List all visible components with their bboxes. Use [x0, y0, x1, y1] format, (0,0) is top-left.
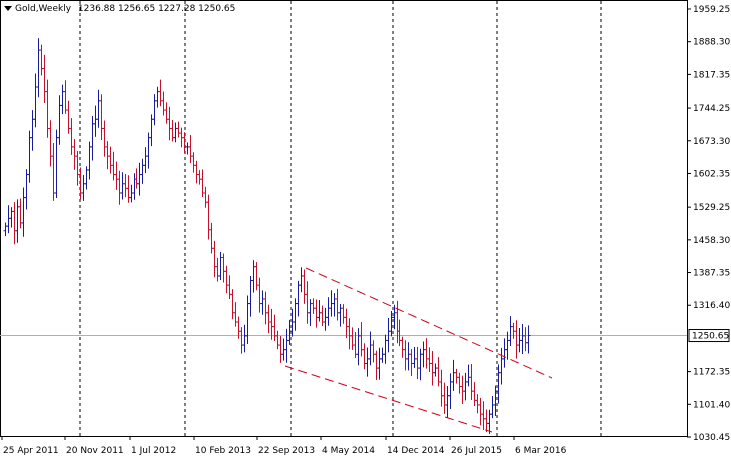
price-tick-label: 1101.40: [693, 400, 730, 410]
symbol-timeframe: Gold,Weekly: [15, 4, 72, 14]
time-tick-label: 1 Jul 2012: [131, 446, 176, 456]
ohlc-bar: [526, 325, 531, 354]
price-tick-label: 1172.35: [693, 368, 730, 378]
price-tick-label: 1888.30: [693, 38, 730, 48]
price-tick-label: 1529.25: [693, 203, 730, 213]
channel-upper-line: [305, 267, 553, 379]
price-tick-label: 1673.30: [693, 137, 730, 147]
price-axis: 1959.25 1888.30 1817.35 1744.25 1673.30 1602.…: [687, 5, 730, 443]
time-tick-label: 20 Nov 2011: [66, 446, 124, 456]
price-tick-label: 1817.35: [693, 70, 730, 80]
price-tick-label: 1959.25: [693, 5, 730, 15]
time-tick-label: 25 Apr 2011: [3, 446, 59, 456]
plot-frame: [0, 0, 688, 437]
price-tick-label: 1458.30: [693, 236, 730, 246]
time-tick-label: 4 May 2014: [322, 446, 375, 456]
current-price-tag-bg: [688, 329, 730, 343]
price-tick-label: 1316.40: [693, 301, 730, 311]
price-tick-label: 1030.45: [693, 433, 730, 443]
vertical-gridlines: [79, 1, 602, 436]
time-tick-label: 14 Dec 2014: [387, 446, 445, 456]
current-price-label: 1250.65: [692, 332, 729, 342]
current-price-tag: 1250.65: [688, 329, 730, 343]
price-tick-label: 1744.25: [693, 104, 730, 114]
chart-legend: Gold,Weekly 1236.88 1256.65 1227.28 1250…: [4, 4, 235, 14]
price-tick-label: 1387.35: [693, 269, 730, 279]
trend-channel[interactable]: [284, 267, 553, 433]
channel-lower-line: [284, 365, 493, 433]
time-tick-label: 6 Mar 2016: [515, 446, 567, 456]
ohlc-values: 1236.88 1256.65 1227.28 1250.65: [77, 4, 236, 14]
time-axis: 25 Apr 2011 20 Nov 2011 1 Jul 2012 10 Feb 2…: [1, 436, 567, 456]
price-tick-label: 1602.35: [693, 169, 730, 179]
ohlc-bars: [3, 38, 531, 434]
time-tick-label: 26 Jul 2015: [451, 446, 502, 456]
time-tick-label: 10 Feb 2013: [195, 446, 251, 456]
time-tick-label: 22 Sep 2013: [258, 446, 315, 456]
chevron-down-icon[interactable]: [4, 6, 12, 11]
